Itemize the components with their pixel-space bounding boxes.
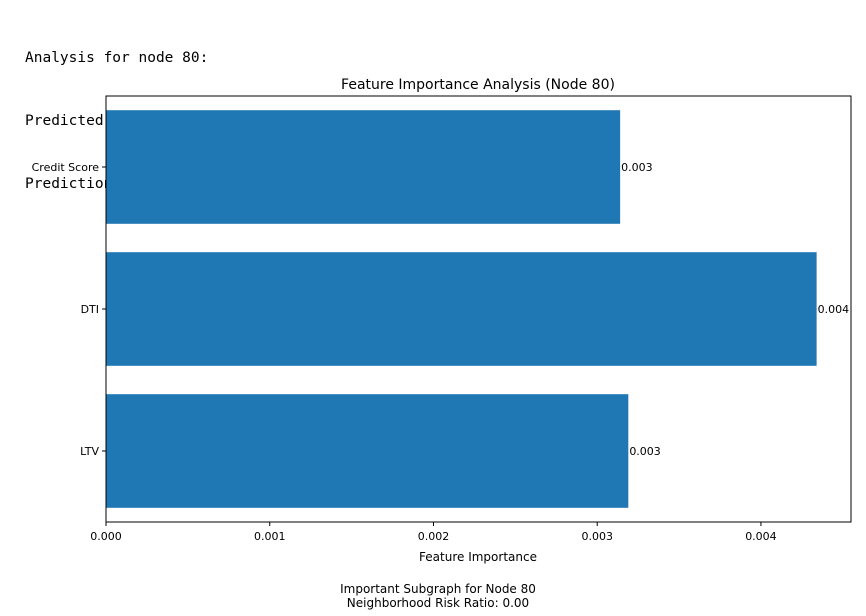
data-label: 0.003 <box>629 445 661 458</box>
y-tick-labels: Credit Score DTI LTV <box>32 161 106 458</box>
x-ticks: 0.000 0.001 0.002 0.003 0.004 <box>90 522 777 543</box>
caption-title: Important Subgraph for Node 80 <box>340 582 536 596</box>
data-label: 0.003 <box>621 161 653 174</box>
bar <box>106 252 817 366</box>
chart-title: Feature Importance Analysis (Node 80) <box>341 77 615 93</box>
bar <box>106 110 621 224</box>
bars-group <box>106 110 817 508</box>
bar <box>106 394 629 508</box>
y-tick-label: LTV <box>80 445 99 458</box>
console-line-node: Analysis for node 80: <box>25 50 209 66</box>
caption-risk-ratio: Neighborhood Risk Ratio: 0.00 <box>346 596 530 610</box>
y-tick-label: Credit Score <box>32 161 100 174</box>
x-tick-label: 0.001 <box>254 530 286 543</box>
x-tick-label: 0.004 <box>745 530 777 543</box>
subgraph-caption: Important Subgraph for Node 80 Neighborh… <box>0 582 866 610</box>
x-tick-label: 0.002 <box>418 530 450 543</box>
x-axis-label: Feature Importance <box>419 550 537 564</box>
data-labels: 0.003 0.004 0.003 <box>621 161 849 458</box>
y-tick-label: DTI <box>81 303 99 316</box>
x-tick-label: 0.000 <box>90 530 122 543</box>
plot-frame <box>105 95 852 523</box>
data-label: 0.004 <box>818 303 850 316</box>
x-tick-label: 0.003 <box>581 530 613 543</box>
